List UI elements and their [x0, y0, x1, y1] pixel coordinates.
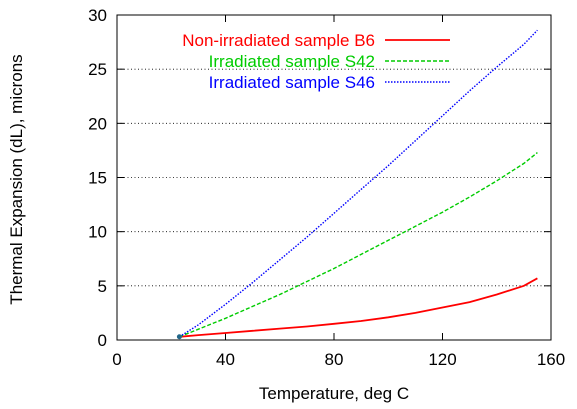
grid-lines: [117, 68, 551, 287]
legend: Non-irradiated sample B6 Irradiated sampl…: [182, 31, 450, 92]
y-tick-label: 15: [88, 169, 107, 188]
y-tick-label: 0: [98, 331, 107, 350]
y-tick-label: 30: [88, 6, 107, 25]
series-line-1: [179, 277, 538, 338]
y-tick-label: 5: [98, 277, 107, 296]
x-tick-label: 40: [216, 350, 235, 369]
x-tick-label: 120: [428, 350, 456, 369]
legend-label-3: Irradiated sample S46: [209, 73, 375, 92]
y-tick-label: 25: [88, 60, 107, 79]
series-group: [176, 29, 538, 340]
x-tick-label: 160: [537, 350, 565, 369]
x-tick-label: 0: [112, 350, 121, 369]
y-axis-label: Thermal Expansion (dL), microns: [7, 54, 26, 304]
axes: 0 5 10 15 20 25 30 0 40 80 120 160: [88, 6, 565, 369]
y-tick-label: 10: [88, 223, 107, 242]
legend-label-1: Non-irradiated sample B6: [182, 31, 375, 50]
y-tick-label: 20: [88, 114, 107, 133]
series-line-2: [179, 152, 538, 338]
x-axis-label: Temperature, deg C: [259, 384, 409, 403]
series-start-point: [176, 334, 182, 340]
series-line-3: [179, 29, 538, 338]
legend-label-2: Irradiated sample S42: [209, 52, 375, 71]
x-tick-label: 80: [325, 350, 344, 369]
